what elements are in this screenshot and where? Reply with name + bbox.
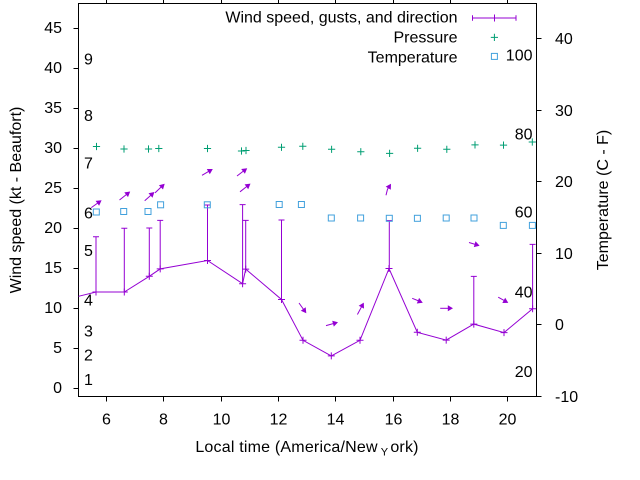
svg-text:0: 0 bbox=[53, 380, 62, 397]
svg-text:1: 1 bbox=[84, 372, 93, 389]
svg-text:15: 15 bbox=[44, 260, 62, 277]
svg-text:Pressure: Pressure bbox=[393, 30, 457, 47]
svg-text:14: 14 bbox=[327, 412, 345, 429]
svg-text:20: 20 bbox=[44, 220, 62, 237]
svg-text:3: 3 bbox=[84, 324, 93, 341]
svg-text:80: 80 bbox=[515, 127, 533, 144]
svg-text:8: 8 bbox=[159, 412, 168, 429]
svg-text:100: 100 bbox=[506, 48, 533, 65]
svg-text:Wind speed, gusts, and directi: Wind speed, gusts, and direction bbox=[225, 10, 457, 27]
svg-text:45: 45 bbox=[44, 20, 62, 37]
svg-text:6: 6 bbox=[102, 412, 111, 429]
svg-text:-10: -10 bbox=[555, 389, 578, 406]
svg-text:0: 0 bbox=[555, 317, 564, 334]
svg-text:Temperature (C - F): Temperature (C - F) bbox=[595, 130, 612, 270]
svg-text:10: 10 bbox=[213, 412, 231, 429]
svg-text:25: 25 bbox=[44, 180, 62, 197]
svg-text:40: 40 bbox=[44, 60, 62, 77]
svg-text:7: 7 bbox=[84, 155, 93, 172]
svg-text:16: 16 bbox=[385, 412, 403, 429]
svg-text:18: 18 bbox=[442, 412, 460, 429]
svg-text:10: 10 bbox=[555, 246, 573, 263]
svg-text:40: 40 bbox=[555, 31, 573, 48]
svg-text:10: 10 bbox=[44, 300, 62, 317]
svg-text:4: 4 bbox=[84, 293, 93, 310]
svg-text:12: 12 bbox=[270, 412, 288, 429]
svg-text:20: 20 bbox=[515, 364, 533, 381]
svg-text:30: 30 bbox=[44, 140, 62, 157]
svg-text:2: 2 bbox=[84, 348, 93, 365]
svg-text:40: 40 bbox=[515, 285, 533, 302]
svg-text:5: 5 bbox=[84, 243, 93, 260]
svg-text:Wind speed (kt - Beaufort): Wind speed (kt - Beaufort) bbox=[8, 107, 25, 294]
svg-text:6: 6 bbox=[84, 206, 93, 223]
svg-text:35: 35 bbox=[44, 100, 62, 117]
svg-text:20: 20 bbox=[499, 412, 517, 429]
svg-text:8: 8 bbox=[84, 108, 93, 125]
svg-text:9: 9 bbox=[84, 52, 93, 69]
svg-text:5: 5 bbox=[53, 340, 62, 357]
svg-text:60: 60 bbox=[515, 205, 533, 222]
svg-text:30: 30 bbox=[555, 103, 573, 120]
svg-text:20: 20 bbox=[555, 174, 573, 191]
svg-text:Temperature: Temperature bbox=[368, 50, 458, 67]
